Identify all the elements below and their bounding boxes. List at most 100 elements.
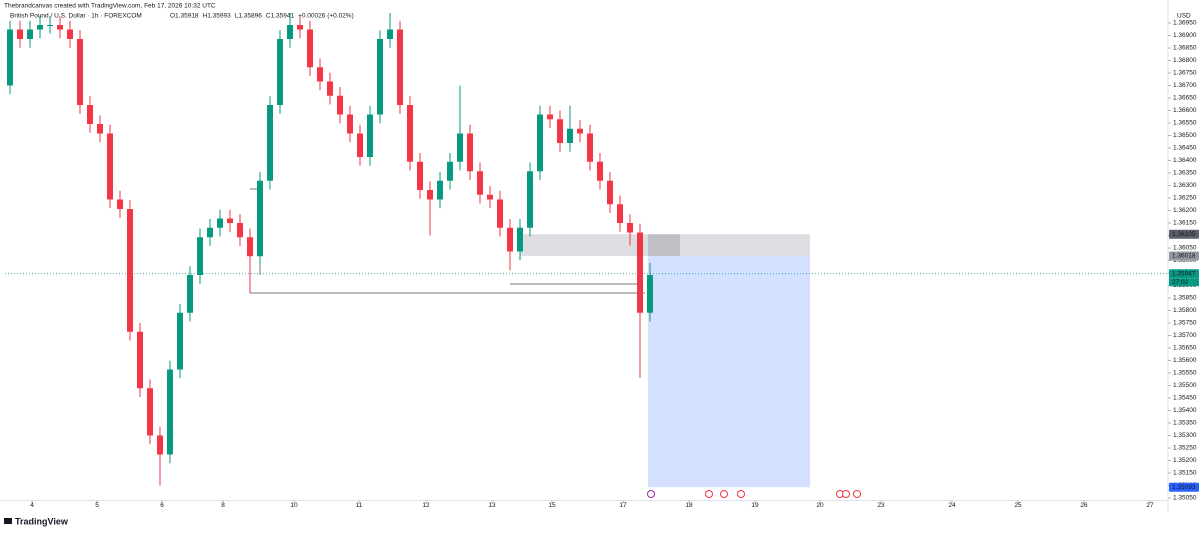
y-tick-label: 1.36800 — [1173, 57, 1197, 64]
x-tick-label: 10 — [290, 502, 298, 509]
watermark: Thebrandcanvas created with TradingView.… — [4, 3, 216, 10]
event-marker[interactable] — [705, 490, 713, 498]
y-tick-label: 1.35450 — [1173, 395, 1197, 402]
y-tick-label: 1.36000 — [1173, 257, 1197, 264]
x-tick-label: 4 — [30, 502, 34, 509]
supply-zone — [520, 234, 810, 256]
y-tick-label: 1.36400 — [1173, 157, 1197, 164]
ohlc-legend: +0.00026 (+0.02%) — [298, 13, 354, 20]
x-tick-label: 25 — [1014, 502, 1022, 509]
ohlc-legend: C1.35941 — [266, 13, 295, 20]
x-tick-label: 6 — [160, 502, 164, 509]
x-tick-label: 12 — [422, 502, 430, 509]
candle-body — [87, 105, 93, 124]
candle-body — [147, 388, 153, 436]
candle-body — [587, 133, 593, 162]
candle-body — [457, 133, 463, 162]
candle-body — [197, 237, 203, 275]
event-marker[interactable] — [647, 490, 655, 498]
countdown-bg — [1169, 278, 1199, 287]
candle-body — [607, 180, 613, 205]
candle-body — [117, 199, 123, 209]
candle-body — [17, 29, 23, 39]
y-tick-label: 1.35550 — [1173, 370, 1197, 377]
y-tick-label: 1.35700 — [1173, 332, 1197, 339]
y-tick-label: 1.35500 — [1173, 382, 1197, 389]
x-tick-label: 8 — [221, 502, 225, 509]
candle-body — [7, 29, 13, 86]
candle-body — [57, 25, 63, 30]
candle-body — [437, 180, 443, 200]
candle-body — [567, 128, 573, 143]
candle-body — [357, 133, 363, 157]
candle-body — [77, 39, 83, 105]
candle-body — [627, 223, 633, 233]
x-tick-label: 18 — [685, 502, 693, 509]
ohlc-legend: O1.35918 — [170, 13, 199, 20]
candles — [7, 13, 653, 486]
y-tick-label: 1.35350 — [1173, 420, 1197, 427]
candle-body — [397, 29, 403, 105]
y-tick-label: 1.36250 — [1173, 195, 1197, 202]
candle-body — [387, 29, 393, 39]
candle-body — [367, 114, 373, 157]
candle-body — [237, 223, 243, 238]
candle-body — [487, 194, 493, 200]
candle-body — [347, 114, 353, 134]
event-markers — [647, 490, 861, 498]
y-tick-label: 1.36150 — [1173, 220, 1197, 227]
y-tick-label: 1.35650 — [1173, 345, 1197, 352]
ohlc-legend: L1.35896 — [235, 13, 262, 20]
x-tick-label: 11 — [356, 502, 363, 509]
candle-body — [497, 199, 503, 228]
logo-icon — [4, 518, 12, 524]
price-label: 1.35093 — [1172, 484, 1196, 491]
price-label: 1.35947 — [1172, 270, 1196, 277]
candle-body — [337, 95, 343, 115]
y-tick-label: 1.36900 — [1173, 32, 1197, 39]
candle-body — [317, 67, 323, 82]
candle-body — [417, 161, 423, 190]
price-label: 1.36105 — [1172, 231, 1196, 238]
price-label-bg — [1169, 269, 1199, 279]
candle-body — [297, 25, 303, 30]
candle-body — [307, 29, 313, 68]
x-tick-label: 23 — [877, 502, 885, 509]
candle-body — [537, 114, 543, 172]
ohlc-legend: H1.35993 — [203, 13, 232, 20]
y-tick-label: 1.36500 — [1173, 132, 1197, 139]
candle-body — [137, 331, 143, 389]
event-marker[interactable] — [720, 490, 728, 498]
countdown: 27:02 — [1172, 279, 1189, 286]
y-tick-label: 1.35800 — [1173, 307, 1197, 314]
symbol-title: British Pound / U.S. Dollar · 1h · FOREX… — [10, 13, 142, 20]
event-marker[interactable] — [842, 490, 850, 498]
y-tick-label: 1.36950 — [1173, 20, 1197, 27]
y-tick-label: 1.36700 — [1173, 82, 1197, 89]
candle-body — [647, 275, 653, 313]
candle-body — [127, 209, 133, 332]
event-marker[interactable] — [737, 490, 745, 498]
candle-body — [577, 128, 583, 134]
candle-body — [637, 232, 643, 313]
x-tick-label: 27 — [1146, 502, 1154, 509]
zone-highlight — [648, 234, 680, 256]
x-tick-label: 19 — [751, 502, 759, 509]
candle-body — [187, 275, 193, 313]
y-tick-label: 1.35200 — [1173, 457, 1197, 464]
x-tick-label: 20 — [816, 502, 824, 509]
candle-body — [277, 39, 283, 105]
y-tick-label: 1.36850 — [1173, 45, 1197, 52]
candle-body — [557, 119, 563, 143]
price-label-bg — [1169, 229, 1199, 239]
event-marker[interactable] — [853, 490, 861, 498]
candle-body — [107, 133, 113, 200]
x-tick-label: 5 — [95, 502, 99, 509]
x-tick-label: 24 — [948, 502, 956, 509]
candle-body — [247, 237, 253, 257]
candle-body — [227, 218, 233, 223]
brand-logo: TradingView — [4, 516, 69, 526]
candle-body — [427, 190, 433, 200]
